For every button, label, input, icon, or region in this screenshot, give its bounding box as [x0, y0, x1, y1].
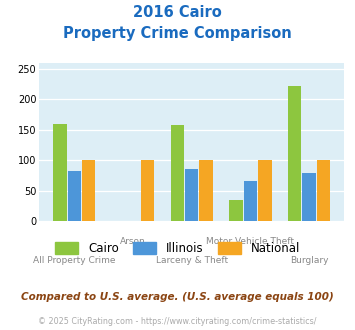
Bar — [244, 181, 257, 221]
Bar — [53, 124, 67, 221]
Text: Property Crime Comparison: Property Crime Comparison — [63, 26, 292, 41]
Text: Burglary: Burglary — [290, 256, 328, 265]
Text: Compared to U.S. average. (U.S. average equals 100): Compared to U.S. average. (U.S. average … — [21, 292, 334, 302]
Text: 2016 Cairo: 2016 Cairo — [133, 5, 222, 20]
Text: Larceny & Theft: Larceny & Theft — [155, 256, 228, 265]
Bar — [200, 160, 213, 221]
Bar — [302, 173, 316, 221]
Bar — [141, 160, 154, 221]
Legend: Cairo, Illinois, National: Cairo, Illinois, National — [50, 237, 305, 260]
Bar — [170, 125, 184, 221]
Bar — [288, 86, 301, 221]
Bar — [258, 160, 272, 221]
Bar — [67, 171, 81, 221]
Text: Motor Vehicle Theft: Motor Vehicle Theft — [206, 237, 294, 246]
Bar — [317, 160, 330, 221]
Text: © 2025 CityRating.com - https://www.cityrating.com/crime-statistics/: © 2025 CityRating.com - https://www.city… — [38, 317, 317, 326]
Text: Arson: Arson — [120, 237, 146, 246]
Bar — [82, 160, 95, 221]
Bar — [185, 169, 198, 221]
Text: All Property Crime: All Property Crime — [33, 256, 115, 265]
Bar — [229, 200, 243, 221]
